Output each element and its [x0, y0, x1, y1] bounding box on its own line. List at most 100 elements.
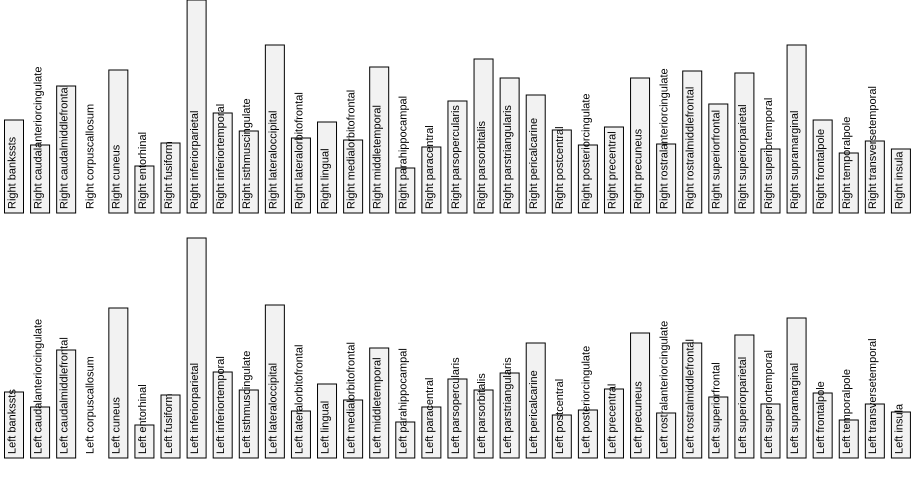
- bar: [395, 167, 416, 214]
- bar: [160, 394, 181, 459]
- bar: [786, 44, 807, 214]
- bar-label: Left posteriorcingulate: [580, 346, 592, 454]
- bar-label: Right pericalcarine: [528, 118, 540, 209]
- bar: [238, 130, 259, 214]
- bar-label: Right bankssts: [6, 136, 18, 209]
- bar: [551, 414, 572, 459]
- bar: [4, 119, 24, 214]
- bar: [630, 77, 651, 214]
- bar-label: Right frontalpole: [815, 129, 827, 209]
- bar-label: Left superiorfrontal: [711, 362, 723, 454]
- bar-label: Right middletemporal: [372, 105, 384, 209]
- bar-label: Left fusiform: [163, 393, 175, 454]
- bar-label: Left precentral: [606, 384, 618, 454]
- bar-label: Right medialorbitofrontal: [346, 90, 358, 209]
- bar: [395, 421, 416, 459]
- bar-label: Right superiorparietal: [737, 104, 749, 209]
- bar: [238, 389, 259, 459]
- bar: [473, 58, 494, 214]
- bar: [212, 112, 233, 214]
- bar: [525, 94, 546, 214]
- bar: [290, 410, 311, 459]
- bar: [264, 44, 285, 214]
- bar-label: Right lingual: [319, 148, 331, 209]
- bar-label: Left parsorbitalis: [476, 373, 488, 454]
- bar-label: Left rostralanteriorcingulate: [659, 321, 671, 454]
- bar: [473, 389, 494, 459]
- bar-label: Right parstriangularis: [502, 105, 514, 209]
- bar: [656, 412, 677, 459]
- bar: [577, 409, 598, 459]
- bar-label: Right lateralorbitofrontal: [293, 92, 305, 209]
- bar: [864, 140, 885, 214]
- bar: [890, 148, 911, 214]
- bar-label: Left frontalpole: [815, 381, 827, 454]
- bar: [369, 66, 390, 214]
- bar: [603, 388, 624, 459]
- bar: [603, 126, 624, 214]
- bar: [656, 143, 677, 214]
- bar-label: Right superiorfrontal: [711, 110, 723, 209]
- bar: [108, 307, 129, 459]
- bar: [499, 77, 520, 214]
- bar-label: Left rostralmiddlefrontal: [685, 339, 697, 454]
- bar-label: Left inferiorparietal: [189, 363, 201, 454]
- bar: [290, 137, 311, 214]
- bar-label: Left parstriangularis: [502, 357, 514, 454]
- bar-label: Left middletemporal: [372, 357, 384, 454]
- bar-label: Left isthmuscingulate: [241, 351, 253, 454]
- bar-label: Right lateraloccipital: [267, 111, 279, 209]
- bar-label: Right fusiform: [163, 141, 175, 209]
- bar: [760, 403, 781, 459]
- bar-label: Right precentral: [606, 131, 618, 209]
- bar-label: Left entorhinal: [137, 384, 149, 454]
- bar-label: Left corpuscallosum: [85, 356, 97, 454]
- bar-label: Right rostralmiddlefrontal: [685, 87, 697, 209]
- bar: [56, 349, 77, 459]
- bar-label: Right inferiortemporal: [215, 104, 227, 209]
- bar: [30, 144, 51, 214]
- bar: [343, 139, 364, 214]
- bar-label: Right inferiorparietal: [189, 111, 201, 209]
- bar-label: Left cuneus: [111, 397, 123, 454]
- bar: [734, 72, 755, 214]
- bar-label: Left inferiortemporal: [215, 356, 227, 454]
- bar: [760, 148, 781, 214]
- bar-label: Right entorhinal: [137, 132, 149, 209]
- bar: [343, 399, 364, 459]
- bar-label: Right supramarginal: [789, 111, 801, 209]
- bar: [447, 378, 468, 459]
- bar: [212, 371, 233, 459]
- bar-label: Left lateralorbitofrontal: [293, 345, 305, 454]
- bar: [186, 0, 207, 214]
- bar-label: Left lateraloccipital: [267, 363, 279, 454]
- bar: [447, 100, 468, 214]
- bar: [56, 85, 77, 214]
- bar-label: Left caudalanteriorcingulate: [32, 319, 44, 454]
- bar: [812, 119, 833, 214]
- bar-label: Right parahippocampal: [398, 96, 410, 209]
- bar-label: Right isthmuscingulate: [241, 98, 253, 209]
- bar-label: Left caudalmiddlefrontal: [59, 337, 71, 454]
- bar-label: Left insula: [893, 403, 905, 454]
- bar: [577, 144, 598, 214]
- bar: [682, 342, 703, 459]
- bar: [421, 146, 442, 214]
- bar-label: Left lingual: [319, 401, 331, 454]
- bar: [134, 165, 155, 214]
- bar: [369, 347, 390, 459]
- bar-label: Right insula: [893, 151, 905, 209]
- bar: [812, 392, 833, 459]
- bar: [551, 129, 572, 214]
- bar: [160, 142, 181, 214]
- bar: [186, 237, 207, 459]
- bar-label: Left transversetemporal: [867, 338, 879, 454]
- bar-label: Right rostralanteriorcingulate: [659, 68, 671, 209]
- bar: [317, 383, 338, 459]
- bar-label: Right paracentral: [424, 125, 436, 209]
- bar: [630, 332, 651, 459]
- bar-label: Right transversetemporal: [867, 86, 879, 209]
- bar: [134, 424, 155, 459]
- bar: [4, 391, 24, 459]
